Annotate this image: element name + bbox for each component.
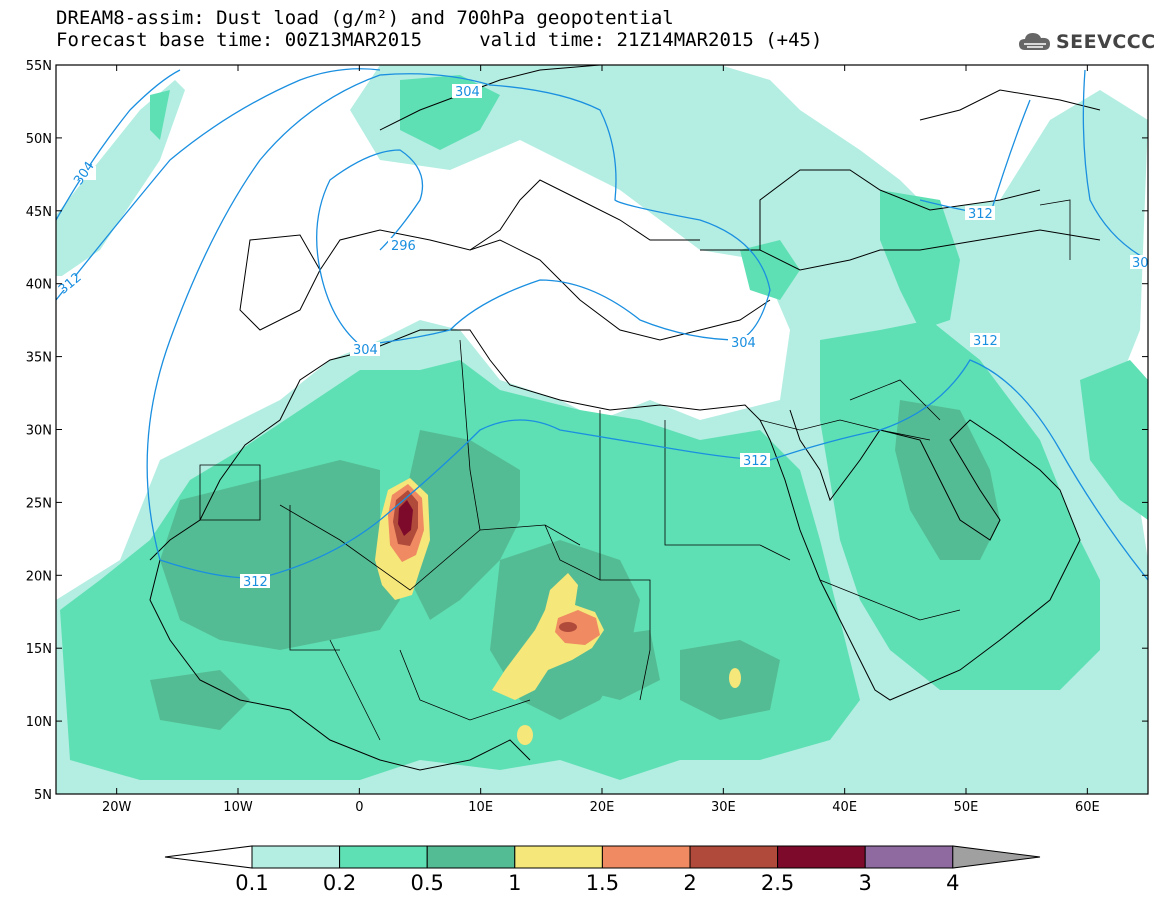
lon-label: 10E [468,800,493,815]
contour-label: 312 [743,454,768,469]
colorbar-swatch [601,845,691,869]
lat-label: 55N [26,59,52,74]
colorbar-max-arrow [952,845,1041,869]
map-layers: 304 312 304 296 304 304 312 312 312 312 … [56,65,1149,794]
lon-label: 30E [711,800,736,815]
contour-label: 304 [455,85,480,100]
lon-label: 0 [355,800,363,815]
colorbar-swatch [514,845,603,869]
map-title-line1: DREAM8-assim: Dust load (g/m²) and 700hP… [56,7,674,29]
map-title-line2: Forecast base time: 00Z13MAR2015 valid t… [56,29,823,51]
lon-label: 20E [590,800,615,815]
colorbar-swatch [339,845,428,869]
lat-label: 45N [26,205,52,220]
longitude-axis: 20W 10W 0 10E 20E 30E 40E 50E 60E [102,65,1100,815]
lat-label: 25N [26,496,52,511]
lat-label: 30N [26,424,52,439]
lat-label: 20N [26,569,52,584]
colorbar-swatch [251,845,341,869]
contour-labels: 304 312 304 296 304 304 312 312 312 312 … [56,84,1149,590]
lon-label: 40E [832,800,857,815]
colorbar-swatch [689,845,779,869]
colorbar-label: 4 [946,871,959,895]
contour-label: 304 [353,343,378,358]
contour-label: 312 [243,575,268,590]
contour-label: 296 [391,239,416,254]
colorbar-label: 0.2 [323,871,356,895]
contour-label: 30 [1132,256,1149,271]
contour-label: 304 [731,336,756,351]
contour-label: 312 [968,207,993,222]
lon-label: 10W [223,800,253,815]
colorbar-label: 2.5 [761,871,794,895]
colorbar: 0.1 0.2 0.5 1 1.5 2 2.5 3 4 [164,845,1041,895]
cloud-icon [1019,33,1050,50]
lat-label: 35N [26,351,52,366]
colorbar-label: 3 [859,871,872,895]
lat-label: 5N [34,788,52,803]
colorbar-label: 0.1 [235,871,268,895]
colorbar-swatch [426,845,516,869]
lat-label: 15N [26,642,52,657]
dust-maroon-layer [398,500,413,536]
colorbar-label: 1.5 [586,871,619,895]
lat-label: 50N [26,132,52,147]
colorbar-swatch [864,845,954,869]
geopotential-contours [56,68,1148,581]
lon-label: 20W [102,800,132,815]
lat-label: 40N [26,278,52,293]
logo-text: SEEVCCC [1056,31,1156,53]
latitude-axis: 55N 50N 45N 40N 35N 30N 25N 20N 15N 10N 5N [26,59,1148,803]
colorbar-label: 0.5 [410,871,443,895]
colorbar-min-arrow [164,845,253,869]
lon-label: 50E [954,800,979,815]
colorbar-label: 1 [508,871,521,895]
seevccc-logo: SEEVCCC [1018,28,1158,56]
lon-label: 60E [1075,800,1100,815]
lat-label: 10N [26,715,52,730]
colorbar-label: 2 [683,871,696,895]
colorbar-swatch [777,845,866,869]
contour-label: 312 [973,334,998,349]
